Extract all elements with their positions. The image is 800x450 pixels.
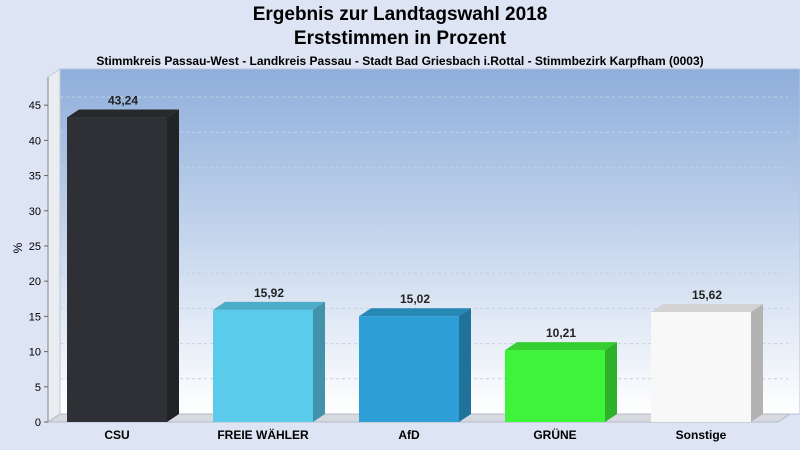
chart-subtitle: Stimmkreis Passau-West - Landkreis Passa… <box>96 54 704 68</box>
bar-top <box>651 304 763 313</box>
y-tick-label: 40 <box>29 135 41 147</box>
data-label: 15,62 <box>692 288 722 302</box>
plot-left-wall <box>47 68 61 423</box>
chart-title: Ergebnis zur Landtagswahl 2018 <box>252 4 548 25</box>
data-label: 43,24 <box>108 94 138 108</box>
y-tick-label: 45 <box>29 100 41 112</box>
y-tick-label: 30 <box>29 206 41 218</box>
y-tick-label: 15 <box>29 311 41 323</box>
data-label: 15,02 <box>400 292 430 306</box>
bar-side <box>167 109 179 422</box>
data-labels: 43,24 15,92 15,02 10,21 15,62 <box>108 94 722 341</box>
chart-title-line2: Erststimmen in Prozent <box>293 28 507 49</box>
y-axis: 0 5 10 15 20 25 30 35 40 45 <box>29 77 49 429</box>
category-label: Sonstige <box>676 428 727 442</box>
bars <box>67 109 763 422</box>
y-tick-label: 10 <box>29 347 41 359</box>
data-label: 10,21 <box>546 326 576 340</box>
bar <box>359 308 471 422</box>
category-label: FREIE WÄHLER <box>217 427 309 442</box>
bar-side <box>751 304 763 422</box>
y-tick-label: 35 <box>29 171 41 183</box>
y-tick-label: 0 <box>35 417 41 429</box>
bar-front <box>505 350 605 422</box>
bar-top <box>213 301 325 310</box>
y-tick-label: 25 <box>29 241 41 253</box>
bar-front <box>651 312 751 422</box>
y-axis-label: % <box>11 242 25 253</box>
bar-side <box>313 301 325 422</box>
x-axis-labels: CSU FREIE WÄHLER AfD GRÜNE Sonstige <box>104 427 726 442</box>
bar-top <box>67 109 179 118</box>
data-label: 15,92 <box>254 286 284 300</box>
bar <box>67 109 179 422</box>
bar-front <box>67 117 167 422</box>
bar <box>213 301 325 422</box>
bar-top <box>359 308 471 317</box>
category-label: AfD <box>398 428 420 442</box>
y-tick-label: 5 <box>35 382 41 394</box>
bar <box>651 304 763 422</box>
bar-side <box>459 308 471 422</box>
bar-front <box>359 316 459 422</box>
category-label: CSU <box>104 428 129 442</box>
bar <box>505 342 617 422</box>
y-tick-label: 20 <box>29 276 41 288</box>
category-label: GRÜNE <box>533 427 576 442</box>
bar-front <box>213 309 313 422</box>
bar-top <box>505 342 617 351</box>
bar-side <box>605 342 617 422</box>
